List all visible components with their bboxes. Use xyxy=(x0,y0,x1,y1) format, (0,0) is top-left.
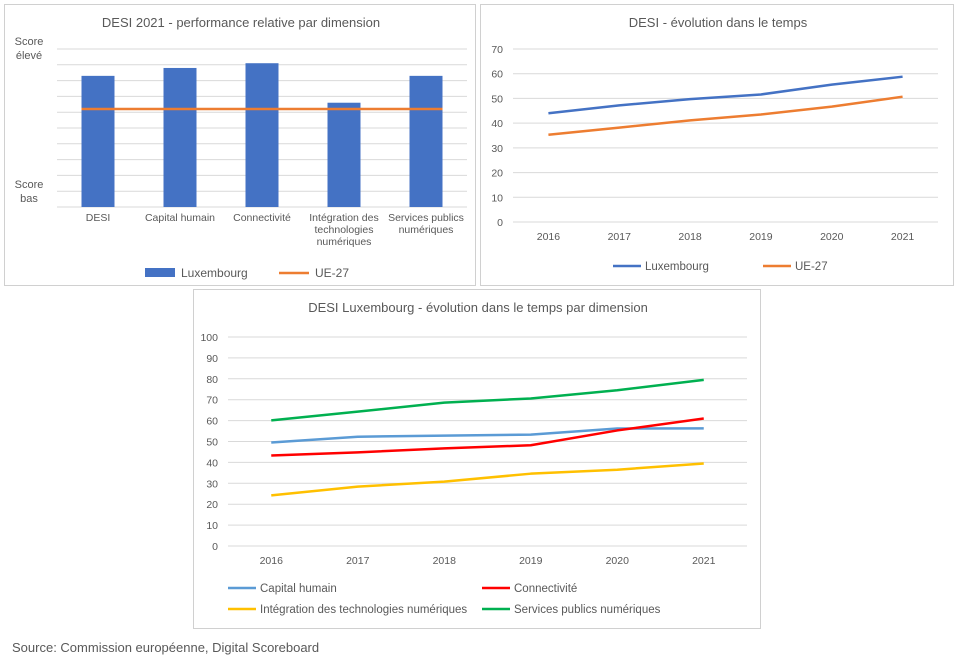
legend-label-luxembourg: Luxembourg xyxy=(645,261,709,273)
y-tick-label: 70 xyxy=(491,44,503,56)
x-tick-label: numériques xyxy=(399,224,454,236)
x-tick-label: DESI xyxy=(86,212,111,224)
y-tick-label: 60 xyxy=(206,416,218,428)
x-tick-label: numériques xyxy=(317,236,372,248)
y-tick-label: 60 xyxy=(491,69,503,81)
chart-title: DESI 2021 - performance relative par dim… xyxy=(102,15,380,30)
x-tick-label: Capital humain xyxy=(145,212,215,224)
x-tick-label: 2016 xyxy=(537,231,561,243)
x-tick-label: 2019 xyxy=(519,555,543,567)
y-tick-label: 0 xyxy=(497,217,503,229)
y-tick-label: 10 xyxy=(206,520,218,532)
bar-integration-des xyxy=(327,102,361,207)
legend-label-services-publics-numeriques: Services publics numériques xyxy=(514,604,661,616)
y-tick-label: 40 xyxy=(491,118,503,130)
chart-title: DESI Luxembourg - évolution dans le temp… xyxy=(308,300,648,315)
legend-label-connectivite: Connectivité xyxy=(514,583,577,595)
chart-desi-luxembourg-dimensions: DESI Luxembourg - évolution dans le temp… xyxy=(193,289,761,629)
y-tick-label: 90 xyxy=(206,353,218,365)
y-top-label: Score xyxy=(15,36,44,48)
line-chart-svg: DESI - évolution dans le temps 0 10 20 30 40 5… xyxy=(491,15,938,273)
legend-label-integration-des-technologies-numeriques: Intégration des technologies numériques xyxy=(260,604,467,616)
x-tick-label: 2017 xyxy=(608,231,632,243)
x-tick-label: technologies xyxy=(315,224,374,236)
legend-label-capital-humain: Capital humain xyxy=(260,583,337,595)
x-tick-label: 2021 xyxy=(692,555,716,567)
bar-connectivite xyxy=(245,63,279,207)
bar-desi xyxy=(81,75,115,207)
y-tick-label: 20 xyxy=(206,499,218,511)
series-line-connectivite xyxy=(271,417,704,457)
x-tick-label: 2021 xyxy=(891,231,915,243)
chart-desi-evolution: DESI - évolution dans le temps 0 10 20 30 40 5… xyxy=(480,4,954,286)
series-line-services-publics-numeriques xyxy=(271,378,704,422)
y-tick-label: 20 xyxy=(491,168,503,180)
legend-label-luxembourg: Luxembourg xyxy=(181,266,248,280)
series-line-integration-des-technologies-numeriques xyxy=(271,462,704,497)
y-tick-label: 30 xyxy=(491,143,503,155)
y-bottom-label: bas xyxy=(20,193,38,205)
legend-label-ue-27: UE-27 xyxy=(315,266,349,280)
y-tick-label: 50 xyxy=(491,93,503,105)
x-tick-label: 2016 xyxy=(260,555,284,567)
y-tick-label: 50 xyxy=(206,437,218,449)
y-bottom-label: Score xyxy=(15,179,44,191)
x-tick-label: Intégration des xyxy=(309,212,378,224)
y-top-label: élevé xyxy=(16,50,42,62)
bar-capital-humain xyxy=(163,67,197,208)
y-tick-label: 40 xyxy=(206,457,218,469)
series-line-capital-humain xyxy=(271,427,704,444)
x-tick-label: Connectivité xyxy=(233,212,291,224)
series-line-luxembourg xyxy=(548,75,903,115)
legend-label-ue-27: UE-27 xyxy=(795,261,828,273)
y-tick-label: 10 xyxy=(491,192,503,204)
legend-swatch-luxembourg xyxy=(145,268,175,277)
x-tick-label: 2020 xyxy=(606,555,630,567)
y-tick-label: 70 xyxy=(206,395,218,407)
bar-services-publics xyxy=(409,75,443,207)
x-tick-label: 2017 xyxy=(346,555,370,567)
y-tick-label: 80 xyxy=(206,374,218,386)
y-tick-label: 100 xyxy=(200,332,218,344)
x-tick-label: 2020 xyxy=(820,231,844,243)
x-tick-label: 2019 xyxy=(749,231,773,243)
y-tick-label: 30 xyxy=(206,478,218,490)
x-tick-label: Services publics xyxy=(388,212,464,224)
series-line-ue-27 xyxy=(548,95,903,137)
x-tick-label: 2018 xyxy=(433,555,457,567)
x-tick-label: 2018 xyxy=(678,231,702,243)
chart-desi-2021-dimensions: DESI 2021 - performance relative par dim… xyxy=(4,4,476,286)
line-chart-dimensions-svg: DESI Luxembourg - évolution dans le temp… xyxy=(200,300,747,616)
bar-chart-svg: DESI 2021 - performance relative par dim… xyxy=(15,15,467,280)
chart-title: DESI - évolution dans le temps xyxy=(629,15,808,30)
y-tick-label: 0 xyxy=(212,541,218,553)
source-note: Source: Commission européenne, Digital S… xyxy=(12,640,320,655)
